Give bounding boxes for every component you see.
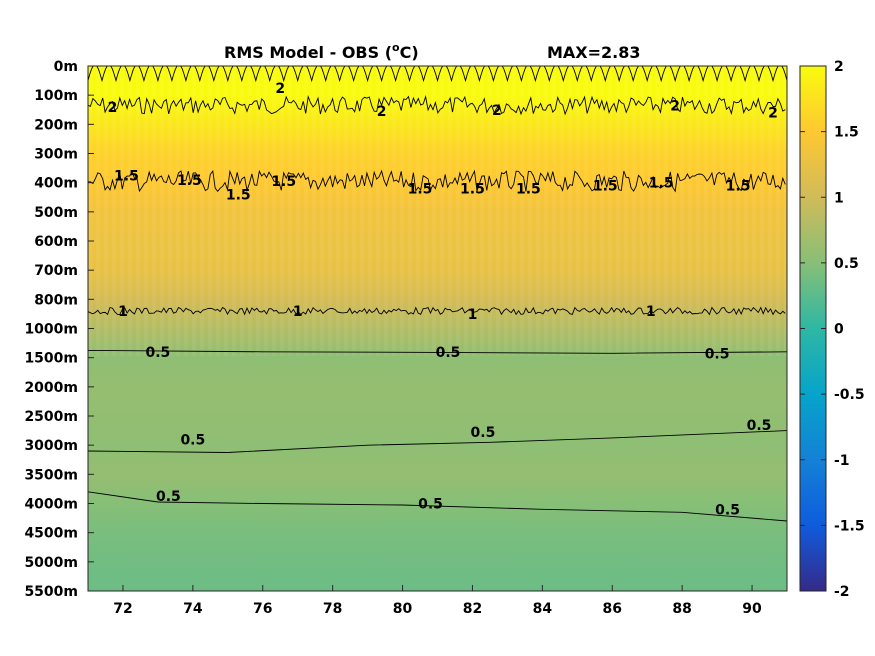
contour-label: 1.5 <box>271 174 296 190</box>
contour-label: 1 <box>646 304 656 320</box>
contour-label: 1 <box>118 304 128 320</box>
colorbar: 2 1.5 1 0.5 0 -0.5 -1 -1.5 -2 <box>799 59 865 600</box>
colorbar-tick-label: -1.5 <box>834 518 865 534</box>
contour-label: 0.5 <box>418 497 443 513</box>
contour-label: 2 <box>768 106 778 122</box>
contour-label: 1.5 <box>226 187 251 203</box>
contour-label: 2 <box>377 104 387 120</box>
contour-label: 0.5 <box>180 432 205 448</box>
contour-label: 1.5 <box>460 182 485 198</box>
colorbar-tick-label: -0.5 <box>834 387 865 403</box>
contour-label: 2 <box>670 98 680 114</box>
contour-line <box>88 491 787 522</box>
y-tick-label: 1000m <box>24 322 78 338</box>
contour-label: 0.5 <box>145 345 170 361</box>
chart-title-suffix: C) <box>400 43 419 62</box>
contour-label: 1.5 <box>726 179 751 195</box>
colorbar-tick-label: -1 <box>834 453 850 469</box>
y-tick-label: 3500m <box>24 467 78 483</box>
y-axis-ticks: 0m 100m 200m 300m 400m 500m 600m 700m 800m 1000m 1… <box>24 59 94 600</box>
contour-line <box>88 430 787 453</box>
contour-line <box>88 349 787 354</box>
contour-line <box>88 66 787 83</box>
x-tick-label: 86 <box>603 601 622 617</box>
y-tick-label: 0m <box>54 59 78 75</box>
y-tick-label: 2500m <box>24 409 78 425</box>
x-tick-label: 88 <box>672 601 691 617</box>
contour-label: 0.5 <box>436 345 461 361</box>
y-tick-label: 500m <box>34 205 78 221</box>
colorbar-tick-label: 1.5 <box>834 125 859 141</box>
x-tick-label: 76 <box>253 601 272 617</box>
chart-title-sup: o <box>392 41 400 54</box>
y-tick-label: 100m <box>34 88 78 104</box>
y-tick-label: 5000m <box>24 555 78 571</box>
colorbar-tick-label: -2 <box>834 584 850 600</box>
chart-title-main: RMS Model - OBS ( <box>224 43 392 62</box>
x-tick-label: 90 <box>742 601 762 617</box>
contour-label: 1.5 <box>114 168 139 184</box>
y-tick-label: 1500m <box>24 351 78 367</box>
contour-label: 0.5 <box>471 425 496 441</box>
x-tick-label: 80 <box>393 601 413 617</box>
y-tick-label: 700m <box>34 263 78 279</box>
contour-label: 0.5 <box>705 346 730 362</box>
colorbar-tick-label: 2 <box>834 59 844 75</box>
contour-label: 1 <box>293 304 303 320</box>
x-tick-label: 84 <box>533 601 553 617</box>
x-axis-ticks: 72 74 76 78 80 82 84 86 88 90 <box>113 585 762 617</box>
max-label: MAX=2.83 <box>547 43 641 62</box>
x-tick-label: 74 <box>183 601 203 617</box>
heatmap-stripes <box>88 66 787 356</box>
contour-label: 0.5 <box>156 489 181 505</box>
chart-title: RMS Model - OBS (oC) <box>224 41 419 62</box>
contour-label: 1.5 <box>516 182 541 198</box>
contour-label: 1.5 <box>177 173 202 189</box>
y-tick-label: 3000m <box>24 438 78 454</box>
contour-line <box>88 306 786 316</box>
y-tick-label: 4500m <box>24 526 78 542</box>
plot-frame <box>87 65 788 592</box>
y-tick-label: 4000m <box>24 497 78 513</box>
contour-labels: 2 2 2 2 2 2 1.5 1.5 1.5 1.5 1.5 1.5 1.5 1.5 1.5 1.5 1 1 1 1… <box>108 81 778 518</box>
contour-label: 0.5 <box>715 502 740 518</box>
contour-line <box>88 169 786 193</box>
colorbar-ticks: 2 1.5 1 0.5 0 -0.5 -1 -1.5 -2 <box>800 59 865 600</box>
contour-label: 0.5 <box>747 418 772 434</box>
x-tick-label: 72 <box>113 601 132 617</box>
contour-lines <box>88 66 787 522</box>
contour-label: 1.5 <box>649 176 674 192</box>
contour-label: 1.5 <box>408 182 433 198</box>
colorbar-tick-label: 1 <box>834 190 844 206</box>
contour-label: 2 <box>108 100 118 116</box>
colorbar-tick-label: 0.5 <box>834 256 859 272</box>
y-tick-label: 2000m <box>24 380 78 396</box>
contour-label: 2 <box>275 81 285 97</box>
plot-area: 2 2 2 2 2 2 1.5 1.5 1.5 1.5 1.5 1.5 1.5 1.5 1.5 1.5 1 1 1 1… <box>88 66 787 591</box>
colorbar-tick-label: 0 <box>834 322 844 338</box>
y-tick-label: 400m <box>34 176 78 192</box>
contour-line <box>88 94 786 116</box>
y-tick-label: 300m <box>34 147 78 163</box>
contour-label: 1 <box>468 307 478 323</box>
x-tick-label: 78 <box>323 601 342 617</box>
contour-label: 1.5 <box>593 179 618 195</box>
x-tick-label: 82 <box>463 601 482 617</box>
contour-label: 2 <box>492 103 502 119</box>
y-tick-label: 5500m <box>24 584 78 600</box>
y-tick-label: 600m <box>34 234 78 250</box>
y-tick-label: 800m <box>34 292 78 308</box>
y-tick-label: 200m <box>34 117 78 133</box>
